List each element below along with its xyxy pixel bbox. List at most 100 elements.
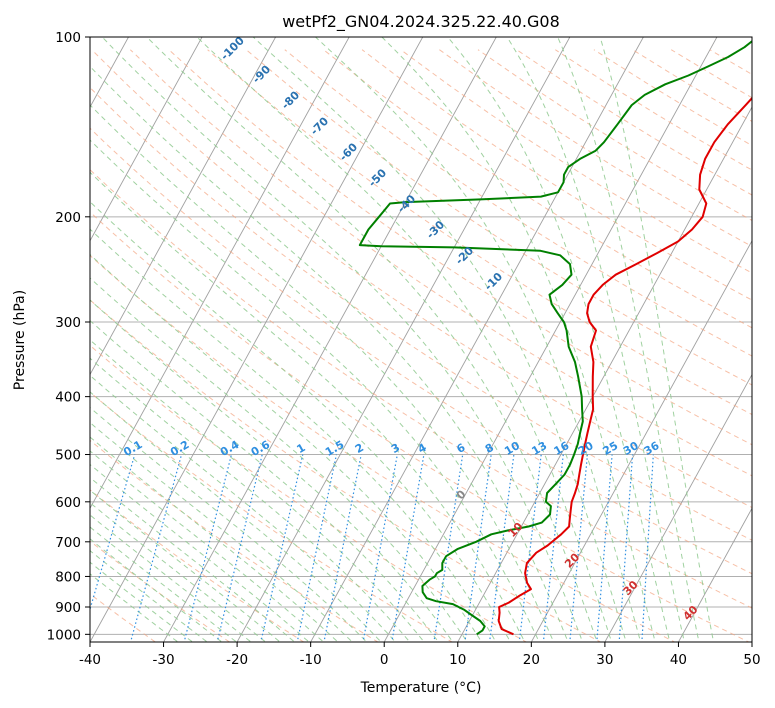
dry-adiabat-line	[129, 49, 752, 477]
mixing-ratio-line	[260, 454, 304, 642]
moist-adiabat-line	[90, 450, 325, 642]
axes: -40 -30 -20 -10 0 10 20 30 40 5010020030040050060…	[47, 30, 761, 668]
moist-adiabat-line	[90, 65, 569, 642]
dry-adiabat-line	[245, 49, 752, 386]
moist-adiabat-line	[90, 476, 296, 642]
x-tick-label: 30	[596, 652, 613, 668]
isotherm-line	[530, 239, 752, 642]
mixing-ratio-label: 1	[294, 441, 307, 456]
dry-adiabat-line	[90, 540, 231, 642]
dry-adiabat-line	[284, 49, 752, 357]
dry-adiabat-line	[90, 344, 528, 642]
moist-adiabat-line	[315, 37, 642, 642]
moist-adiabat-line	[90, 550, 208, 642]
dry-adiabat-label: -40	[395, 192, 418, 215]
plot-frame	[89, 36, 753, 643]
mixing-ratio-line	[641, 454, 654, 642]
moist-adiabat-line	[90, 374, 397, 642]
moist-adiabat-line	[90, 357, 411, 642]
chart-title: wetPf2_GN04.2024.325.22.40.G08	[282, 12, 560, 32]
mixing-ratio-line	[129, 454, 183, 642]
mixing-ratio-label: 4	[416, 441, 429, 456]
y-tick-label: 600	[55, 495, 81, 511]
dry-adiabat-line	[90, 169, 752, 609]
mixing-ratio-label: 13	[530, 439, 550, 458]
x-tick-label: -40	[79, 652, 101, 668]
temperature-profile-line	[497, 96, 752, 636]
x-tick-label: -20	[226, 652, 248, 668]
isotherm-line	[677, 507, 752, 642]
dry-adiabat-label: -90	[250, 63, 273, 86]
mixing-ratio-line	[362, 454, 398, 642]
mixing-ratio-line	[618, 454, 634, 642]
dry-adiabat-label: -60	[337, 140, 360, 163]
x-tick-label: 0	[380, 652, 389, 668]
moist-adiabat-line	[252, 37, 627, 642]
x-tick-label: -30	[153, 652, 175, 668]
dry-adiabat-label: -70	[308, 114, 331, 137]
y-tick-label: 400	[55, 390, 81, 406]
dry-adiabat-label: -50	[366, 166, 389, 189]
isotherm-line	[0, 24, 62, 647]
y-tick-label: 900	[55, 600, 81, 616]
mixing-ratio-label: 0.4	[218, 438, 242, 459]
moist-adiabat-line	[90, 573, 179, 642]
background-lines	[0, 24, 752, 647]
moist-adiabat-line	[90, 277, 468, 642]
moist-adiabat-line	[90, 228, 497, 642]
mixing-ratio-line	[433, 454, 464, 642]
moist-adiabat-line	[90, 406, 368, 642]
isotherm-line	[310, 37, 644, 642]
mixing-ratio-label: 10	[502, 439, 522, 458]
mixing-ratio-line	[90, 454, 136, 612]
x-tick-label: -10	[300, 652, 322, 668]
dry-adiabat-line	[90, 86, 752, 541]
isotherm-line	[163, 37, 497, 642]
dry-adiabat-line	[91, 49, 752, 509]
dry-adiabat-line	[632, 49, 752, 122]
dry-adiabat-line	[516, 49, 752, 196]
moist-adiabat-line	[90, 502, 267, 642]
dry-adiabat-line	[90, 489, 305, 642]
y-tick-label: 100	[55, 30, 81, 46]
x-tick-label: 50	[743, 652, 760, 668]
dry-adiabat-line	[90, 439, 379, 642]
y-tick-label: 700	[55, 535, 81, 551]
mixing-ratio-line	[464, 454, 492, 642]
dry-adiabat-label: -100	[218, 34, 247, 63]
mixing-ratio-line	[518, 454, 542, 642]
mixing-ratio-line	[323, 454, 362, 642]
mixing-ratio-label: 1.5	[323, 438, 346, 459]
mixing-ratio-label: 25	[600, 439, 620, 458]
mixing-ratio-line	[216, 454, 263, 642]
mixing-ratio-label: 6	[454, 441, 467, 456]
moist-adiabat-line	[557, 37, 700, 642]
y-tick-label: 800	[55, 569, 81, 585]
moist-adiabat-line	[90, 139, 540, 642]
isotherm-line	[90, 37, 350, 510]
moist-adiabat-line	[90, 339, 425, 642]
isotherm-line	[751, 641, 752, 642]
dry-adiabat-line	[90, 299, 602, 642]
moist-adiabat-label: 40	[681, 603, 701, 623]
mixing-ratio-label: 0.2	[168, 438, 191, 459]
mixing-ratio-line	[596, 454, 613, 642]
mixing-ratio-label: 3	[389, 441, 402, 456]
dry-adiabat-line	[168, 49, 752, 446]
dry-adiabat-line	[90, 211, 750, 642]
dewpoint-profile-line	[358, 39, 752, 636]
moist-adiabat-line	[599, 37, 715, 642]
moist-adiabat-line	[381, 37, 656, 642]
dry-adiabat-line	[90, 254, 676, 642]
mixing-ratio-line	[183, 454, 233, 642]
y-tick-label: 200	[55, 210, 81, 226]
moist-adiabat-line	[90, 489, 281, 642]
dry-adiabat-line	[555, 49, 752, 171]
moist-adiabat-line	[447, 37, 671, 642]
isotherm-line	[604, 373, 752, 642]
x-tick-label: 10	[449, 652, 466, 668]
moist-adiabat-line	[90, 201, 511, 642]
mixing-ratio-label: 30	[621, 439, 641, 458]
moist-adiabat-line	[90, 561, 194, 642]
